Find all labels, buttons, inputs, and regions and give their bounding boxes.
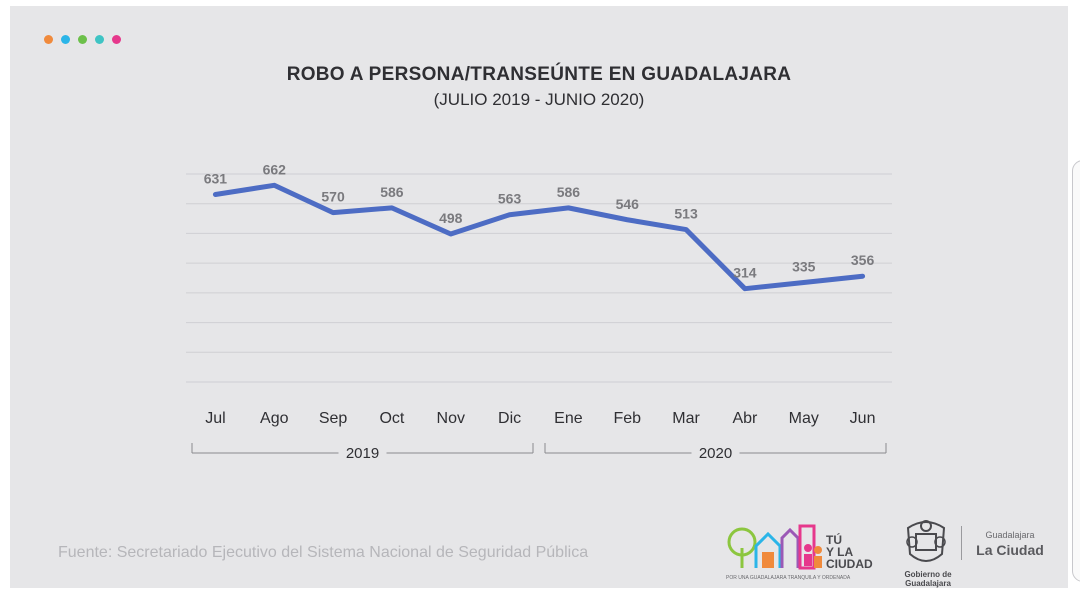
data-label: 586: [557, 184, 581, 200]
decorative-dot: [112, 35, 121, 44]
data-point: [802, 280, 806, 284]
data-label: 631: [204, 171, 228, 187]
svg-text:TÚ: TÚ: [826, 532, 842, 547]
tu-y-la-ciudad-logo: TÚ Y LA CIUDAD POR UNA GUADALAJARA TRANQ…: [726, 524, 873, 581]
data-label: 563: [498, 191, 522, 207]
chart-title: ROBO A PERSONA/TRANSEÚNTE EN GUADALAJARA: [286, 64, 792, 85]
chart-subtitle: (JULIO 2019 - JUNIO 2020): [433, 90, 645, 109]
series-line: [212, 182, 866, 292]
city-big-text: La Ciudad: [976, 542, 1044, 558]
data-label: 314: [733, 265, 757, 281]
decorative-dot: [61, 35, 70, 44]
data-point: [331, 211, 335, 215]
data-point: [625, 218, 629, 222]
x-tick-label: Feb: [613, 410, 641, 427]
guadalajara-la-ciudad-logo: Guadalajara La Ciudad: [970, 530, 1050, 558]
data-label: 513: [674, 206, 698, 222]
x-tick-label: Dic: [498, 410, 521, 427]
data-point: [390, 206, 394, 210]
data-point: [449, 232, 453, 236]
year-group-label: 2019: [346, 445, 379, 462]
seal-caption: Gobierno de Guadalajara: [904, 570, 952, 588]
x-tick-label: Jul: [205, 410, 225, 427]
data-label: 356: [851, 252, 875, 268]
data-label: 498: [439, 210, 463, 226]
data-label: 546: [616, 196, 640, 212]
svg-text:Y LA: Y LA: [826, 545, 853, 559]
decorative-dot: [95, 35, 104, 44]
side-panel-handle[interactable]: [1072, 160, 1080, 582]
data-point: [861, 274, 865, 278]
x-tick-label: Oct: [379, 410, 404, 427]
x-tick-label: Jun: [850, 410, 876, 427]
logo-divider: [961, 526, 962, 560]
data-label: 586: [380, 184, 404, 200]
data-point: [566, 206, 570, 210]
x-tick-label: Sep: [319, 410, 348, 427]
guadalajara-seal-logo: Gobierno de Guadalajara: [898, 514, 954, 588]
x-tick-label: Nov: [437, 410, 465, 427]
data-label: 335: [792, 258, 816, 274]
decorative-dots: [44, 35, 121, 44]
slide: ROBO A PERSONA/TRANSEÚNTE EN GUADALAJARA…: [10, 6, 1068, 588]
decorative-dot: [44, 35, 53, 44]
source-note: Fuente: Secretariado Ejecutivo del Siste…: [58, 544, 589, 561]
svg-text:POR UNA GUADALAJARA TRANQUILA: POR UNA GUADALAJARA TRANQUILA Y ORDENADA: [726, 575, 851, 581]
data-point: [213, 193, 217, 197]
x-tick-label: Mar: [672, 410, 700, 427]
svg-text:CIUDAD: CIUDAD: [826, 557, 873, 571]
seal-icon: [906, 520, 946, 562]
x-tick-label: May: [789, 410, 819, 427]
x-tick-label: Ago: [260, 410, 289, 427]
x-tick-label: Ene: [554, 410, 583, 427]
x-tick-label: Abr: [732, 410, 758, 427]
data-point: [272, 183, 276, 187]
data-point: [743, 287, 747, 291]
data-point: [684, 228, 688, 232]
city-small-text: Guadalajara: [985, 530, 1035, 540]
line-chart: 631 662 570 586 498 563 586 546 513 314 335 356 Jul A…: [186, 161, 892, 462]
decorative-dot: [78, 35, 87, 44]
data-label: 662: [263, 161, 287, 177]
year-group-label: 2020: [699, 445, 732, 462]
data-label: 570: [321, 189, 345, 205]
data-point: [508, 213, 512, 217]
